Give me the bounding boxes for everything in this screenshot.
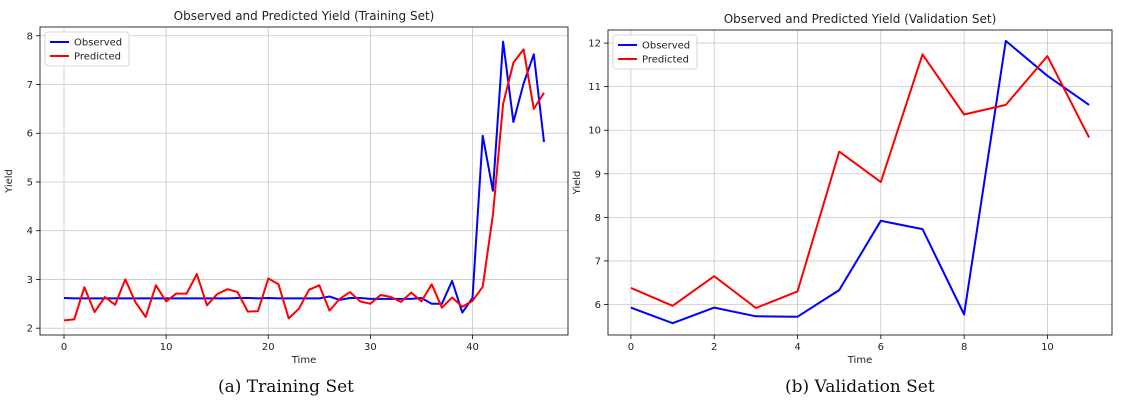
training-x-tick-label: 30 (364, 342, 377, 353)
training-chart: 0 10 20 30 40 2 3 4 5 6 7 8 Observed and Predicted Y… (4, 9, 569, 366)
training-legend-box (44, 31, 130, 67)
training-chart-title: Observed and Predicted Yield (Training S… (174, 9, 435, 23)
validation-x-tick-label: 8 (961, 342, 967, 353)
validation-y-tick-label: 7 (595, 256, 601, 267)
training-y-axis-label: Yield (4, 169, 15, 194)
training-x-tick-label: 10 (160, 342, 173, 353)
validation-legend-label-predicted: Predicted (642, 55, 689, 66)
validation-x-tick-label: 10 (1041, 342, 1054, 353)
caption-training: (a) Training Set (218, 377, 354, 397)
validation-plot-frame (607, 29, 1113, 336)
training-legend-label-observed: Observed (74, 38, 122, 49)
validation-legend-label-observed: Observed (642, 41, 690, 52)
validation-series-predicted-line (630, 53, 1090, 309)
training-series-observed-line (63, 40, 545, 314)
validation-x-tick-label: 0 (628, 342, 634, 353)
training-y-tick-label: 6 (27, 129, 33, 140)
training-x-axis-label: Time (291, 355, 316, 366)
training-x-tick-label: 20 (262, 342, 275, 353)
validation-y-tick-label: 12 (588, 39, 601, 50)
training-y-tick-label: 4 (27, 226, 33, 237)
training-y-tick-label: 8 (27, 31, 33, 42)
validation-y-tick-label: 11 (588, 82, 601, 93)
validation-series-observed-line (630, 39, 1090, 325)
training-series-predicted-line (63, 48, 545, 322)
training-y-tick-label: 3 (27, 275, 33, 286)
validation-chart: 0 2 4 6 8 10 6 7 8 9 10 11 12 Observed and Predicted … (572, 12, 1113, 366)
validation-y-tick-label: 10 (588, 126, 601, 137)
validation-y-tick-label: 8 (595, 213, 601, 224)
validation-x-tick-label: 2 (711, 342, 717, 353)
training-plot-frame (39, 26, 569, 336)
validation-y-tick-label: 6 (595, 300, 601, 311)
validation-y-axis-label: Yield (572, 171, 583, 196)
caption-validation: (b) Validation Set (785, 377, 935, 397)
validation-chart-title: Observed and Predicted Yield (Validation… (724, 12, 997, 26)
validation-y-tick-label: 9 (595, 169, 601, 180)
validation-x-tick-label: 6 (878, 342, 884, 353)
training-legend-label-predicted: Predicted (74, 52, 121, 63)
training-x-tick-label: 0 (61, 342, 67, 353)
training-y-tick-label: 7 (27, 80, 33, 91)
validation-legend-box (612, 34, 698, 70)
validation-x-axis-label: Time (847, 355, 872, 366)
training-x-tick-label: 40 (466, 342, 479, 353)
training-y-tick-label: 5 (27, 177, 33, 188)
training-y-tick-label: 2 (27, 324, 33, 335)
validation-x-tick-label: 4 (794, 342, 800, 353)
